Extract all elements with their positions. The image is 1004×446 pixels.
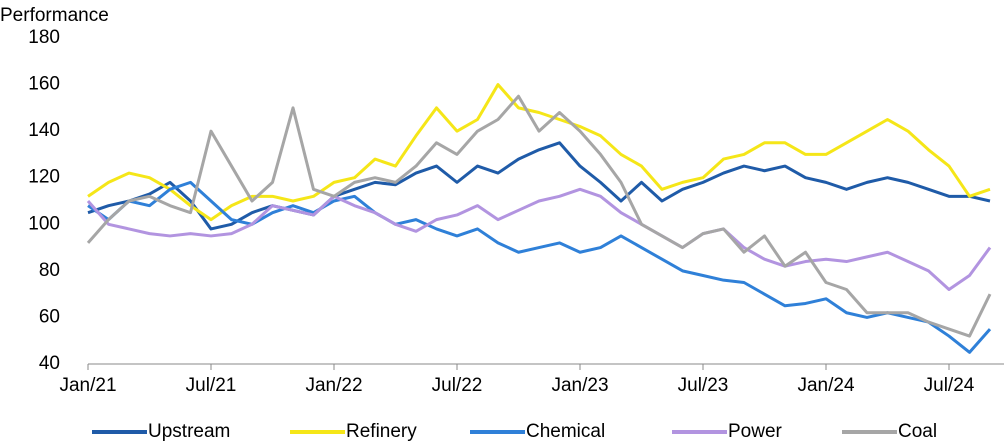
x-tick-label: Jan/21 xyxy=(59,375,116,396)
x-tick-label: Jan/24 xyxy=(797,375,854,396)
x-tick-label: Jan/22 xyxy=(305,375,362,396)
y-axis-label: Performance xyxy=(0,5,109,26)
series-line xyxy=(86,94,992,338)
y-tick-label: 120 xyxy=(28,167,60,188)
y-tick-label: 80 xyxy=(39,260,60,281)
x-tick-label: Jul/24 xyxy=(924,375,975,396)
x-tick-label: Jan/23 xyxy=(551,375,608,396)
y-tick-label: 140 xyxy=(28,120,60,141)
series-line xyxy=(87,83,991,222)
x-tick-label: Jul/23 xyxy=(678,375,729,396)
legend-label: Upstream xyxy=(148,421,230,442)
y-tick-label: 60 xyxy=(39,306,60,327)
x-tick-label: Jul/21 xyxy=(186,375,237,396)
legend-label: Chemical xyxy=(526,421,605,442)
legend-label: Power xyxy=(728,421,783,442)
y-tick-label: 180 xyxy=(28,27,60,48)
y-tick-label: 160 xyxy=(28,74,60,95)
series-line xyxy=(87,141,991,231)
x-tick-label: Jul/22 xyxy=(432,375,483,396)
y-tick-label: 40 xyxy=(39,353,60,374)
series-line xyxy=(87,180,992,354)
legend-label: Coal xyxy=(898,421,937,442)
y-tick-label: 100 xyxy=(28,213,60,234)
series-line xyxy=(86,187,992,291)
legend-label: Refinery xyxy=(346,421,417,442)
